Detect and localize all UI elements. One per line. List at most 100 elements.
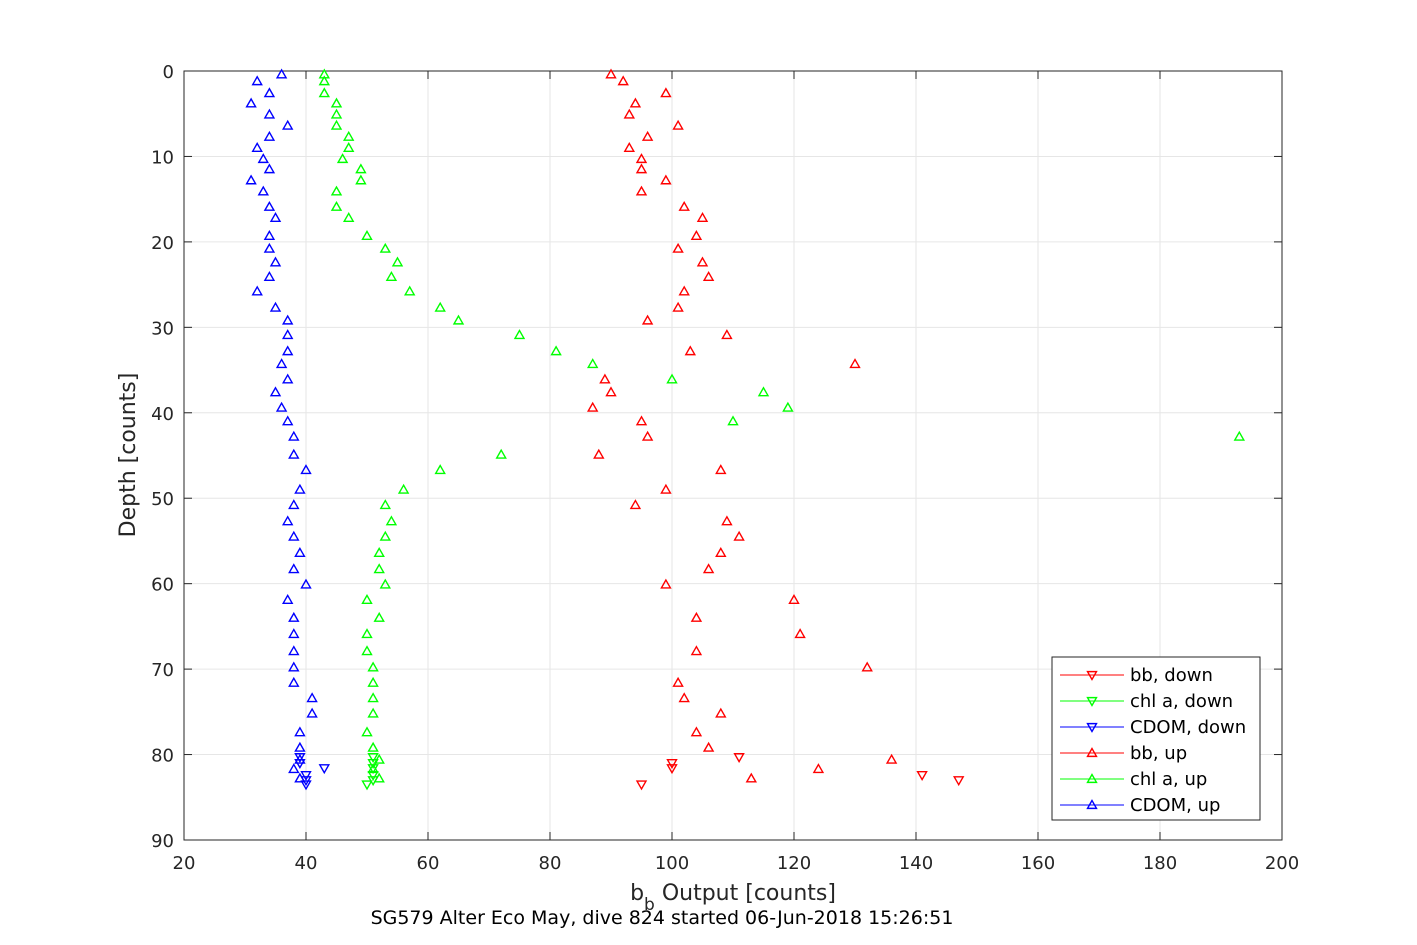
data-point — [269, 212, 282, 223]
data-point — [288, 628, 300, 639]
x-tick-label: 140 — [899, 853, 933, 874]
data-point — [727, 415, 739, 426]
x-tick-label: 200 — [1265, 853, 1299, 874]
y-tick-label: 80 — [151, 746, 174, 767]
data-point — [794, 628, 806, 639]
data-point — [629, 97, 642, 108]
data-point — [263, 242, 276, 253]
data-point — [641, 130, 654, 141]
chart-caption: SG579 Alter Eco May, dive 824 started 06… — [371, 907, 954, 929]
data-point — [733, 530, 745, 541]
data-point — [379, 578, 392, 589]
data-point — [288, 448, 300, 459]
data-point — [318, 764, 331, 775]
data-point — [666, 759, 678, 770]
data-point — [605, 68, 617, 79]
data-point — [288, 530, 300, 541]
data-point — [294, 753, 306, 764]
data-point — [294, 772, 306, 783]
legend-label: bb, up — [1130, 743, 1187, 764]
data-point — [330, 119, 343, 130]
data-point — [641, 430, 654, 441]
data-point — [281, 314, 294, 325]
series-3 — [586, 68, 898, 783]
y-tick-label: 60 — [151, 575, 174, 596]
data-point — [281, 415, 294, 426]
data-point — [434, 464, 446, 475]
data-point — [367, 692, 379, 703]
data-point — [666, 764, 678, 775]
axis-ticks: 20 40 60 80 100 120 140 160 180 200 0 10 20 30 40 50 60 7… — [151, 62, 1299, 874]
legend-marker — [1086, 696, 1098, 707]
data-point — [251, 285, 263, 296]
legend-label: bb, down — [1130, 665, 1213, 686]
data-point — [623, 108, 636, 119]
y-tick-label: 40 — [151, 404, 174, 425]
data-point — [379, 499, 392, 510]
data-point — [660, 578, 672, 589]
data-point — [812, 763, 825, 774]
data-point — [721, 515, 733, 526]
series-4 — [318, 68, 1246, 783]
data-point — [696, 212, 709, 223]
data-point — [318, 87, 331, 98]
data-point — [495, 448, 507, 459]
data-point — [330, 108, 343, 119]
data-point — [666, 373, 678, 384]
data-point — [403, 285, 416, 296]
data-point — [617, 75, 629, 86]
data-point — [660, 483, 672, 494]
data-point — [678, 692, 690, 703]
data-point — [263, 87, 276, 98]
data-point — [288, 661, 300, 672]
data-point — [385, 515, 398, 526]
legend-marker — [1086, 670, 1098, 681]
data-point — [275, 68, 288, 79]
x-tick-label: 160 — [1021, 853, 1055, 874]
data-point — [251, 75, 263, 86]
data-point — [330, 97, 343, 108]
data-point — [715, 546, 727, 557]
data-point — [367, 763, 379, 774]
data-points — [245, 68, 1246, 791]
data-point — [434, 301, 446, 312]
x-axis-title-main: b — [630, 881, 644, 906]
data-point — [275, 358, 288, 369]
data-point — [281, 593, 294, 604]
data-point — [367, 741, 379, 752]
data-point — [361, 229, 373, 240]
data-point — [294, 546, 306, 557]
data-point — [452, 314, 465, 325]
data-point — [288, 430, 300, 441]
data-point — [269, 301, 282, 312]
data-point — [281, 119, 294, 130]
data-point — [684, 345, 697, 356]
data-point — [318, 75, 331, 86]
data-point — [342, 130, 355, 141]
legend-label: chl a, down — [1130, 691, 1233, 712]
data-point — [782, 401, 794, 412]
data-point — [367, 770, 379, 781]
data-point — [690, 645, 703, 656]
data-point — [696, 256, 709, 267]
x-axis-title: bb Output [counts] — [630, 881, 836, 915]
data-point — [373, 546, 385, 557]
data-point — [885, 753, 898, 764]
data-point — [281, 345, 294, 356]
data-point — [288, 563, 300, 574]
data-point — [245, 174, 257, 185]
data-point — [513, 329, 526, 340]
legend: bb, down chl a, down CDOM, down bb, up chl a… — [1051, 656, 1261, 821]
data-point — [690, 611, 703, 622]
legend-box — [1051, 656, 1261, 821]
series-0 — [635, 753, 965, 791]
data-point — [342, 212, 355, 223]
data-point — [1233, 430, 1246, 441]
data-point — [330, 185, 343, 196]
data-point — [294, 726, 306, 737]
data-point — [251, 141, 263, 152]
data-point — [342, 141, 355, 152]
data-point — [733, 753, 745, 764]
data-point — [336, 153, 349, 164]
